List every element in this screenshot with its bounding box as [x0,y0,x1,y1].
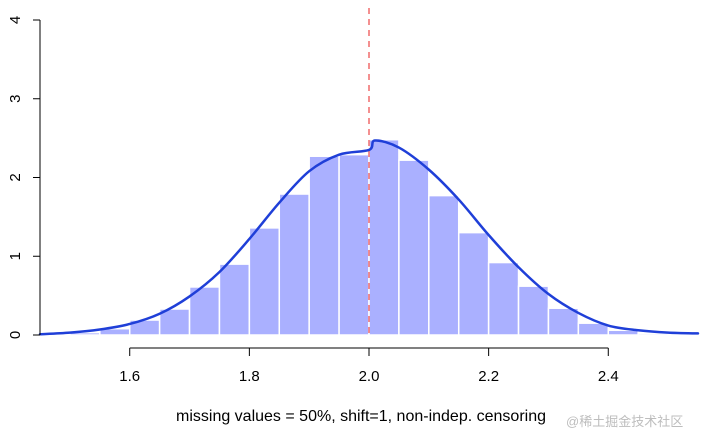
histogram-bar-5 [218,263,251,336]
axes-layer: 0 1 2 3 4 1.6 1.8 2.0 2.2 2.4 [7,16,619,385]
histogram-bar-8 [308,155,340,336]
histogram-bar-11 [398,159,430,336]
density-curve [38,139,700,336]
histogram-bar-12 [428,194,460,336]
y-tick-label-4: 4 [7,16,24,24]
x-tick-label-0: 1.6 [119,368,140,385]
histogram-bar-15 [517,285,550,336]
watermark-text: @稀土掘金技术社区 [566,414,684,429]
y-tick-label-1: 1 [7,252,24,260]
histogram-bar-9 [338,153,370,336]
x-tick-label-1: 1.8 [239,368,260,385]
histogram-bar-14 [487,261,520,336]
histogram-bar-17 [577,322,610,336]
y-tick-label-0: 0 [7,331,24,339]
histogram-bar-19 [637,332,669,336]
y-tick-label-2: 2 [7,173,24,181]
bars-layer [69,138,669,336]
curve-layer [38,139,700,336]
histogram-bar-6 [248,227,281,336]
histogram-bar-16 [547,307,580,336]
y-tick-label-3: 3 [7,95,24,103]
x-axis-caption: missing values = 50%, shift=1, non-indep… [176,408,546,425]
x-tick-label-4: 2.4 [598,368,619,385]
histogram-bar-18 [607,329,639,336]
x-tick-label-2: 2.0 [359,368,380,385]
histogram-bar-10 [368,138,400,336]
x-tick-label-3: 2.2 [478,368,499,385]
histogram-bar-4 [188,286,221,336]
histogram-bar-13 [457,231,490,336]
histogram-bar-7 [278,193,310,336]
